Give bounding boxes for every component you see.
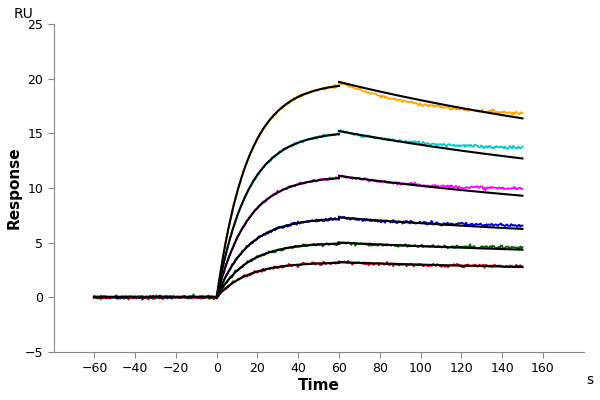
Text: s: s	[586, 373, 593, 387]
X-axis label: Time: Time	[298, 378, 340, 393]
Y-axis label: Response: Response	[7, 147, 22, 229]
Text: RU: RU	[14, 7, 34, 21]
